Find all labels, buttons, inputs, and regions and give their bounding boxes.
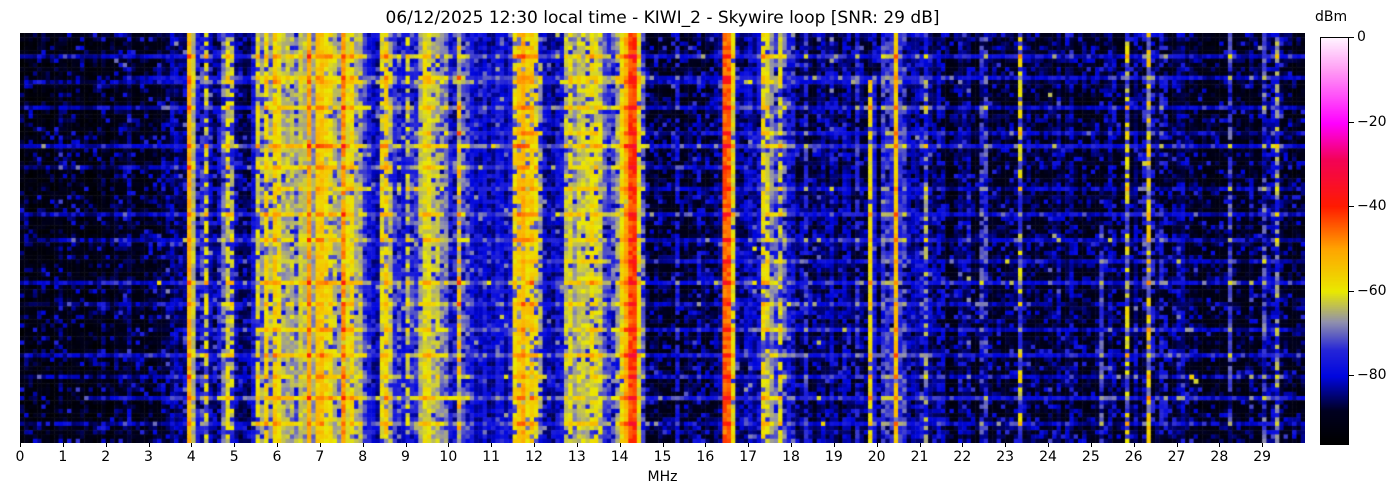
- colorbar-tick-mark: [1349, 375, 1354, 377]
- x-tick-mark: [491, 443, 493, 447]
- x-tick-mark: [748, 443, 750, 447]
- x-tick-label: 2: [101, 449, 111, 465]
- x-tick-mark: [1262, 443, 1264, 447]
- x-tick-label: 28: [1210, 449, 1229, 465]
- x-tick-label: 17: [739, 449, 758, 465]
- x-tick-label: 5: [229, 449, 239, 465]
- plot-title: 06/12/2025 12:30 local time - KIWI_2 - S…: [385, 8, 940, 28]
- x-tick-label: 26: [1124, 449, 1143, 465]
- x-tick-mark: [534, 443, 535, 447]
- x-tick-label: 14: [610, 449, 629, 465]
- waterfall-heatmap: [20, 33, 1305, 443]
- x-tick-label: 4: [186, 449, 196, 465]
- x-tick-label: 11: [482, 449, 501, 465]
- x-tick-mark: [362, 443, 364, 447]
- x-tick-label: 15: [653, 449, 672, 465]
- colorbar-tick-mark: [1349, 206, 1354, 208]
- x-tick-mark: [1219, 443, 1221, 447]
- colorbar-tick-label: −60: [1357, 282, 1387, 299]
- colorbar-tick-mark: [1349, 290, 1354, 292]
- x-tick-mark: [1133, 443, 1135, 447]
- colorbar-tick-mark: [1349, 121, 1354, 123]
- x-tick-mark: [105, 443, 107, 447]
- colorbar-gradient: [1320, 37, 1349, 445]
- x-tick-mark: [148, 443, 150, 447]
- x-axis-label: MHz: [647, 469, 678, 485]
- x-tick-mark: [62, 443, 64, 447]
- x-tick-mark: [705, 443, 707, 447]
- x-tick-label: 9: [401, 449, 410, 465]
- x-tick-mark: [833, 443, 835, 447]
- x-tick-label: 22: [953, 449, 972, 465]
- x-tick-label: 19: [824, 449, 843, 465]
- x-tick-label: 23: [996, 449, 1015, 465]
- x-tick-label: 25: [1081, 449, 1100, 465]
- x-tick-label: 10: [439, 449, 458, 465]
- x-tick-label: 27: [1167, 449, 1186, 465]
- x-tick-mark: [405, 443, 407, 447]
- x-tick-mark: [234, 443, 236, 447]
- x-tick-mark: [962, 443, 964, 447]
- x-tick-mark: [277, 443, 278, 447]
- x-tick-label: 7: [315, 449, 325, 465]
- x-tick-label: 29: [1253, 449, 1272, 465]
- x-tick-mark: [1048, 443, 1049, 447]
- colorbar-tick-mark: [1349, 37, 1354, 38]
- x-tick-label: 18: [782, 449, 800, 465]
- colorbar-unit-label: dBm: [1315, 9, 1348, 25]
- x-tick-label: 3: [144, 449, 153, 465]
- x-tick-mark: [191, 443, 193, 447]
- colorbar-tick-label: 0: [1357, 29, 1366, 45]
- x-tick-label: 6: [272, 449, 282, 465]
- x-tick-mark: [1005, 443, 1007, 447]
- x-tick-mark: [319, 443, 321, 447]
- x-tick-mark: [1090, 443, 1092, 447]
- x-tick-mark: [576, 443, 578, 447]
- x-tick-label: 21: [910, 449, 929, 465]
- x-tick-label: 8: [358, 449, 368, 465]
- x-tick-mark: [448, 443, 450, 447]
- x-tick-mark: [919, 443, 921, 447]
- x-tick-mark: [20, 443, 21, 447]
- x-tick-label: 1: [58, 449, 68, 465]
- colorbar-tick-label: −20: [1357, 113, 1387, 130]
- x-tick-label: 13: [567, 449, 586, 465]
- x-tick-mark: [662, 443, 664, 447]
- x-tick-label: 12: [525, 449, 543, 465]
- x-tick-mark: [619, 443, 621, 447]
- x-tick-label: 16: [696, 449, 715, 465]
- x-tick-label: 0: [15, 449, 25, 465]
- x-tick-mark: [1176, 443, 1178, 447]
- x-tick-label: 24: [1039, 449, 1057, 465]
- x-tick-mark: [791, 443, 792, 447]
- x-tick-label: 20: [867, 449, 886, 465]
- colorbar-tick-label: −40: [1357, 198, 1387, 215]
- colorbar-tick-label: −80: [1357, 367, 1387, 384]
- x-tick-mark: [876, 443, 878, 447]
